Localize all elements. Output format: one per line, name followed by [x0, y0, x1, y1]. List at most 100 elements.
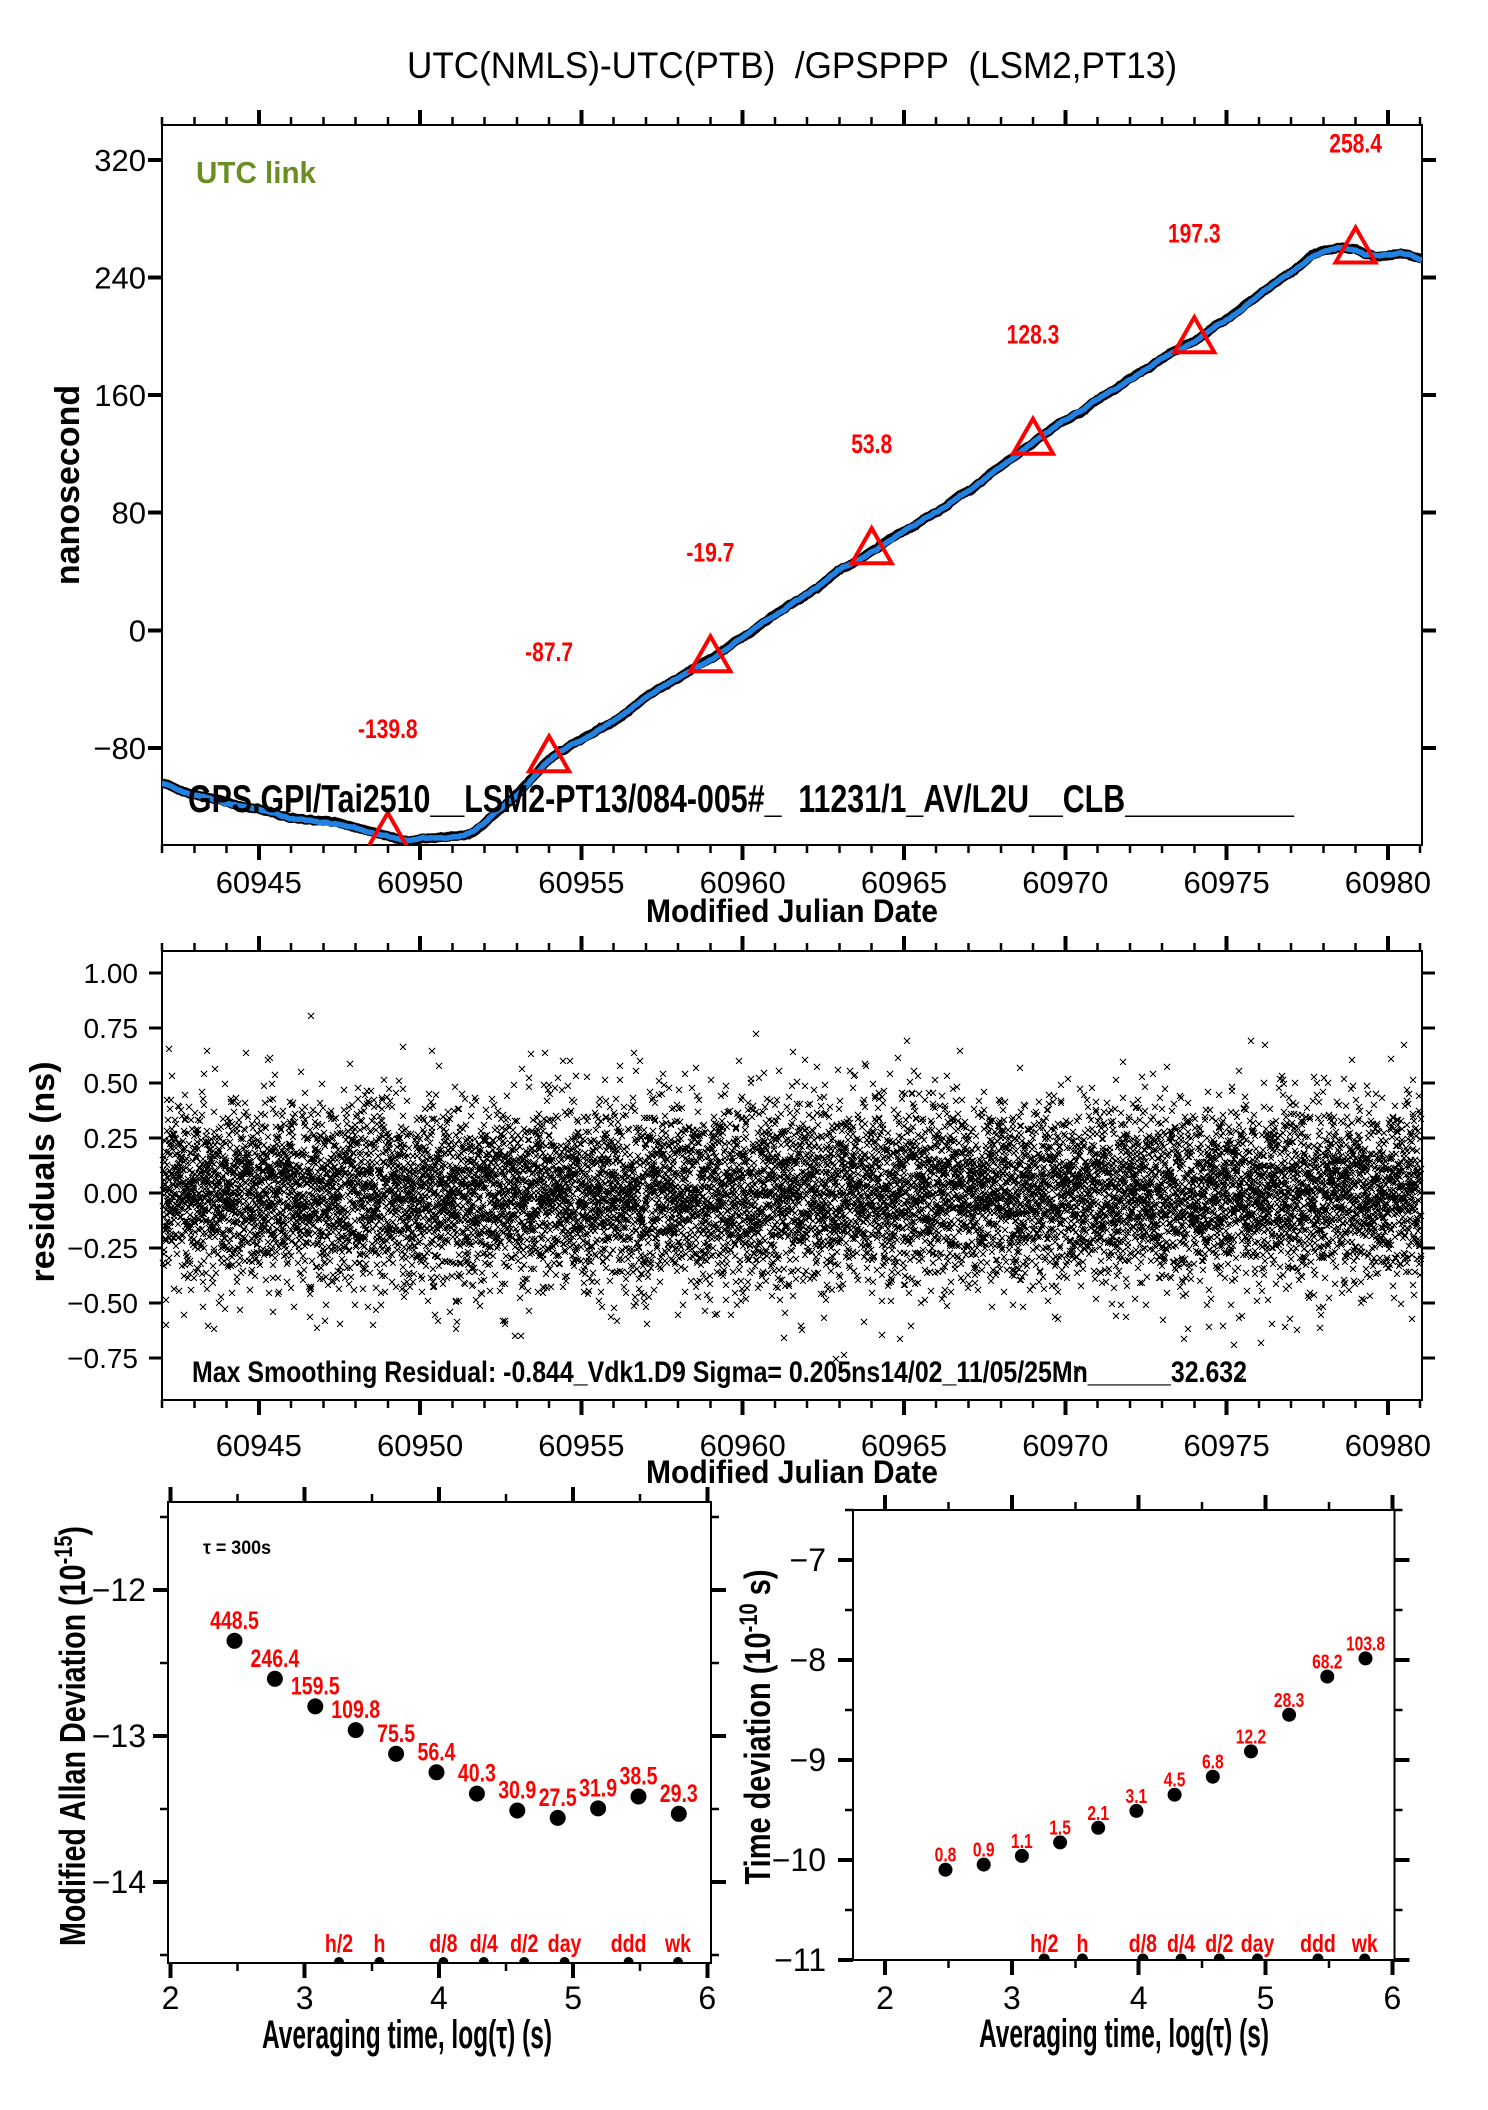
svg-text:29.3: 29.3 [660, 1780, 698, 1808]
svg-text:80: 80 [112, 496, 146, 531]
svg-text:12.2: 12.2 [1236, 1726, 1266, 1748]
svg-text:2.1: 2.1 [1087, 1803, 1109, 1825]
svg-text:3: 3 [296, 1980, 314, 2016]
svg-text:448.5: 448.5 [210, 1607, 259, 1635]
svg-text:197.3: 197.3 [1168, 218, 1221, 248]
svg-text:68.2: 68.2 [1312, 1652, 1342, 1674]
svg-text:nanosecond: nanosecond [49, 385, 87, 585]
svg-text:Averaging time, log(τ) (s): Averaging time, log(τ) (s) [979, 2012, 1269, 2056]
svg-text:159.5: 159.5 [291, 1672, 340, 1700]
svg-text:−0.50: −0.50 [67, 1288, 138, 1319]
svg-text:h/2: h/2 [325, 1930, 353, 1958]
svg-text:day: day [548, 1930, 582, 1958]
svg-text:6: 6 [698, 1980, 716, 2016]
svg-text:UTC(NMLS)-UTC(PTB) /GPSPPP (: UTC(NMLS)-UTC(PTB) /GPSPPP (LSM2,PT13) [407, 45, 1177, 86]
svg-text:0: 0 [129, 613, 146, 648]
svg-text:0.50: 0.50 [84, 1068, 139, 1099]
svg-text:Averaging time, log(τ) (s): Averaging time, log(τ) (s) [262, 2013, 552, 2057]
svg-text:60950: 60950 [377, 865, 463, 900]
svg-text:residuals (ns): residuals (ns) [24, 1061, 62, 1282]
svg-text:38.5: 38.5 [620, 1763, 658, 1791]
svg-text:d/2: d/2 [1205, 1930, 1233, 1958]
svg-text:320: 320 [94, 143, 146, 178]
svg-text:0.8: 0.8 [935, 1845, 957, 1867]
svg-text:1.1: 1.1 [1011, 1831, 1033, 1853]
svg-text:240: 240 [94, 261, 146, 296]
svg-text:103.8: 103.8 [1346, 1633, 1385, 1655]
svg-text:d/8: d/8 [1129, 1930, 1157, 1958]
svg-text:60950: 60950 [377, 1428, 463, 1463]
svg-text:60975: 60975 [1183, 865, 1269, 900]
svg-text:τ = 300s: τ = 300s [203, 1538, 271, 1559]
svg-text:d/4: d/4 [470, 1930, 498, 1958]
svg-text:−14: −14 [92, 1864, 146, 1900]
svg-text:d/4: d/4 [1167, 1930, 1195, 1958]
svg-text:h: h [1076, 1930, 1088, 1958]
svg-text:60965: 60965 [861, 1428, 947, 1463]
svg-text:6.8: 6.8 [1202, 1752, 1224, 1774]
svg-text:60970: 60970 [1022, 865, 1108, 900]
svg-text:Modified Julian Date: Modified Julian Date [646, 893, 938, 929]
svg-text:4.5: 4.5 [1164, 1770, 1186, 1792]
svg-text:−80: −80 [93, 731, 146, 766]
svg-text:-139.8: -139.8 [358, 714, 418, 744]
svg-text:60970: 60970 [1022, 1428, 1108, 1463]
svg-text:-87.7: -87.7 [525, 637, 573, 667]
svg-text:0.9: 0.9 [973, 1840, 995, 1862]
svg-text:1.5: 1.5 [1049, 1817, 1071, 1839]
svg-text:−8: −8 [790, 1642, 826, 1678]
svg-text:40.3: 40.3 [458, 1760, 496, 1788]
svg-text:31.9: 31.9 [579, 1774, 617, 1802]
svg-text:2: 2 [162, 1980, 180, 2016]
svg-text:4: 4 [1130, 1980, 1148, 2016]
svg-text:-19.7: -19.7 [686, 537, 734, 567]
svg-text:60960: 60960 [700, 865, 786, 900]
svg-text:−0.25: −0.25 [67, 1233, 138, 1264]
svg-text:3: 3 [1003, 1980, 1021, 2016]
svg-text:75.5: 75.5 [377, 1720, 415, 1748]
svg-text:−13: −13 [92, 1718, 146, 1754]
svg-text:60955: 60955 [538, 1428, 624, 1463]
svg-text:h: h [373, 1930, 385, 1958]
svg-text:60980: 60980 [1345, 1428, 1431, 1463]
svg-text:0.25: 0.25 [84, 1123, 139, 1154]
svg-text:53.8: 53.8 [851, 429, 892, 459]
svg-text:−7: −7 [790, 1542, 826, 1578]
svg-text:160: 160 [94, 378, 146, 413]
svg-text:ddd: ddd [1300, 1930, 1336, 1958]
svg-text:2: 2 [876, 1980, 894, 2016]
svg-text:−11: −11 [774, 1942, 826, 1978]
svg-text:h/2: h/2 [1030, 1930, 1058, 1958]
svg-text:−12: −12 [92, 1572, 146, 1608]
svg-text:60945: 60945 [216, 865, 302, 900]
svg-text:0.75: 0.75 [84, 1013, 139, 1044]
svg-text:3.1: 3.1 [1126, 1786, 1148, 1808]
svg-text:128.3: 128.3 [1007, 320, 1060, 350]
svg-text:5: 5 [564, 1980, 582, 2016]
svg-text:1.00: 1.00 [84, 958, 139, 989]
svg-text:60965: 60965 [861, 865, 947, 900]
svg-text:28.3: 28.3 [1274, 1690, 1304, 1712]
svg-text:60980: 60980 [1345, 865, 1431, 900]
svg-text:6: 6 [1384, 1980, 1402, 2016]
svg-text:d/2: d/2 [510, 1930, 538, 1958]
svg-text:27.5: 27.5 [539, 1784, 577, 1812]
svg-text:246.4: 246.4 [251, 1645, 300, 1673]
svg-text:30.9: 30.9 [498, 1777, 536, 1805]
svg-text:UTC link: UTC link [196, 155, 317, 190]
svg-text:5: 5 [1257, 1980, 1275, 2016]
svg-text:60945: 60945 [216, 1428, 302, 1463]
svg-text:wk: wk [1351, 1930, 1378, 1958]
svg-text:Modified Julian Date: Modified Julian Date [646, 1454, 938, 1490]
svg-text:GPS.GPI/Tai2510__LSM2-PT13/084: GPS.GPI/Tai2510__LSM2-PT13/084-005#_ 112… [188, 778, 1295, 821]
svg-text:60960: 60960 [700, 1428, 786, 1463]
svg-text:day: day [1241, 1930, 1275, 1958]
svg-text:d/8: d/8 [429, 1930, 457, 1958]
svg-text:−10: −10 [772, 1842, 826, 1878]
svg-text:0.00: 0.00 [84, 1178, 139, 1209]
svg-text:60975: 60975 [1183, 1428, 1269, 1463]
svg-text:Max Smoothing Residual: -0.844: Max Smoothing Residual: -0.844_Vdk1.D9 S… [192, 1356, 1247, 1389]
svg-text:60955: 60955 [538, 865, 624, 900]
svg-text:258.4: 258.4 [1329, 129, 1382, 159]
svg-text:−0.75: −0.75 [67, 1343, 138, 1374]
